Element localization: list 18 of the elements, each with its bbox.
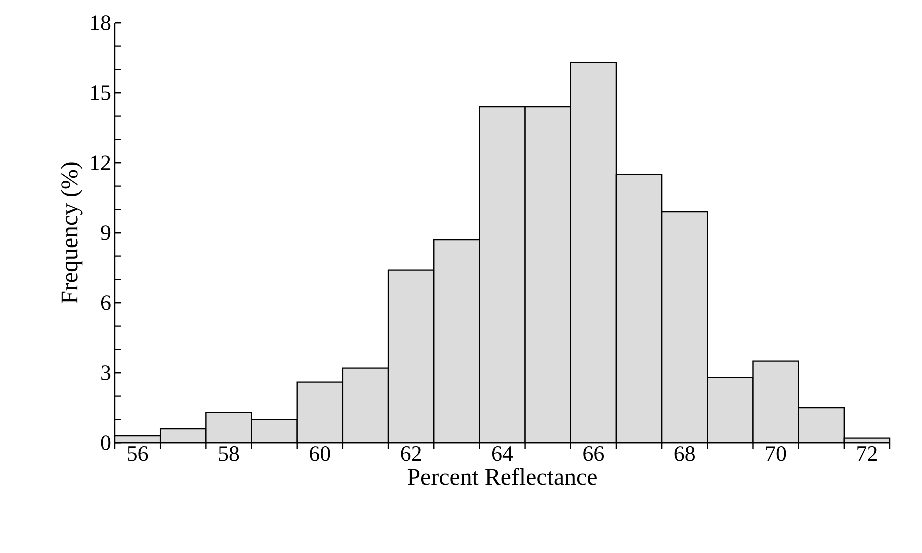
y-tick-label: 9 <box>101 226 111 240</box>
y-tick-label: 6 <box>101 296 111 310</box>
y-tick-label: 3 <box>102 366 111 380</box>
x-tick-label: 60 <box>310 446 330 462</box>
x-tick-label: 72 <box>858 446 877 462</box>
x-tick-label: 56 <box>128 446 148 462</box>
x-tick-label: 68 <box>674 446 695 462</box>
y-tick-label: 0 <box>101 436 111 450</box>
x-tick-label: 64 <box>492 446 514 462</box>
x-tick-label: 62 <box>401 446 422 462</box>
x-tick-label: 66 <box>584 446 604 462</box>
x-tick-label: 58 <box>219 446 240 462</box>
x-axis-title: Percent Reflectance <box>408 468 597 486</box>
x-tick-label: 70 <box>766 446 786 462</box>
y-tick-label: 15 <box>91 86 111 100</box>
y-axis-title: Frequency (%) <box>60 162 83 304</box>
y-tick-label: 12 <box>91 156 110 170</box>
y-tick-label: 18 <box>91 16 111 30</box>
